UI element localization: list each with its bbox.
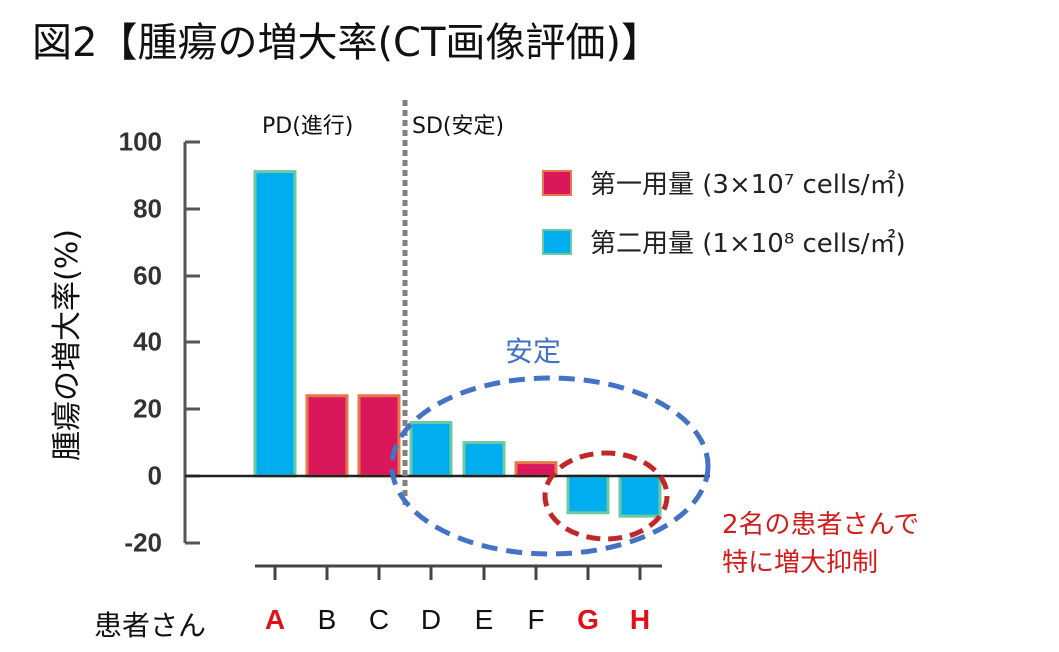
x-category-A: A (264, 604, 286, 635)
x-category-B: B (317, 604, 337, 635)
y-tick: -20 (124, 527, 162, 558)
x-category-F: F (527, 604, 545, 635)
y-tick: 100 (118, 126, 162, 157)
x-category-C: C (368, 604, 390, 635)
stable-ellipse (389, 375, 711, 557)
stable-annotation: 安定 (505, 335, 562, 368)
x-axis-label: 患者さん (94, 609, 207, 642)
legend-swatch-dose1 (542, 169, 572, 196)
highlight-ellipse (542, 450, 670, 542)
bar-F (514, 461, 558, 478)
x-axis (255, 564, 662, 580)
y-tick: 80 (133, 193, 162, 224)
x-category-D: D (420, 604, 442, 635)
bars (253, 170, 662, 518)
legend-swatch-dose2 (542, 228, 572, 255)
bar-A (253, 170, 297, 478)
bar-C (357, 394, 401, 478)
legend-label: 第二用量 (1×10⁸ cells/㎡) (590, 229, 906, 259)
figure-title: 図2【腫瘍の増大率(CT画像評価)】 (32, 20, 662, 66)
legend-item-dose2: 第二用量 (1×10⁸ cells/㎡) (542, 223, 906, 260)
suppression-annotation-line2: 特に増大抑制 (722, 548, 879, 578)
y-tick: 40 (133, 326, 162, 357)
x-category-H: H (629, 604, 651, 635)
bar-G (566, 474, 610, 515)
bar-B (305, 394, 349, 478)
y-tick: 20 (133, 393, 162, 424)
pd-region-label: PD(進行) (262, 114, 354, 139)
x-category-E: E (474, 604, 494, 635)
legend: 第一用量 (3×10⁷ cells/㎡) 第二用量 (1×10⁸ cells/㎡… (542, 164, 906, 260)
suppression-annotation: 2名の患者さんで 特に増大抑制 (722, 506, 919, 582)
y-tick: 60 (133, 260, 162, 291)
y-tick-labels: 100 80 60 40 20 0 -20 (100, 0, 162, 652)
bar-H (618, 474, 662, 518)
y-tick: 0 (147, 460, 162, 491)
bar-E (462, 441, 506, 478)
sd-region-label: SD(安定) (412, 114, 505, 139)
suppression-annotation-line1: 2名の患者さんで (722, 510, 920, 540)
legend-label: 第一用量 (3×10⁷ cells/㎡) (590, 170, 906, 200)
bar-D (409, 420, 453, 478)
legend-item-dose1: 第一用量 (3×10⁷ cells/㎡) (542, 164, 906, 201)
x-category-G: G (577, 604, 599, 635)
y-axis (183, 140, 200, 545)
